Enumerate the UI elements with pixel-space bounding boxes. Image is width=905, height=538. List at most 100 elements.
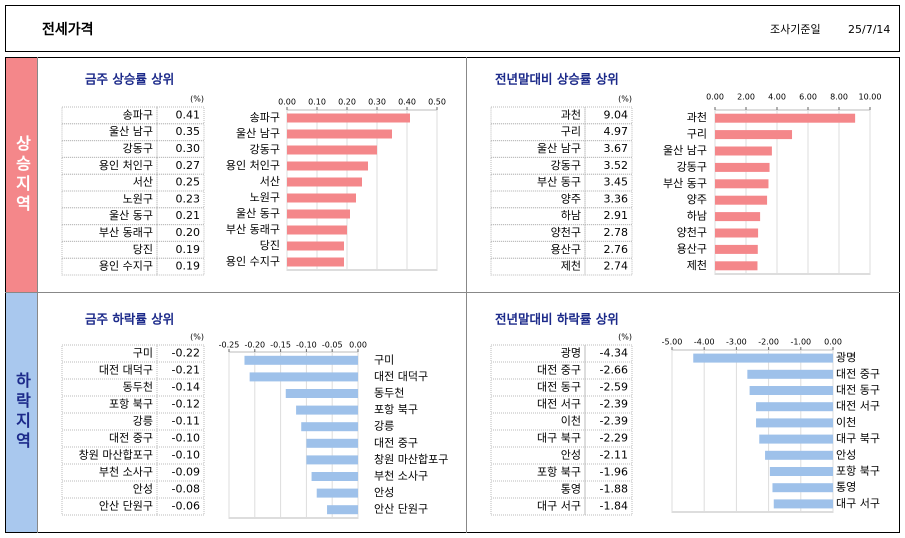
category-label: 강동구 — [250, 143, 280, 156]
table-value: 3.45 — [604, 176, 629, 189]
x-tick-label: -0.25 — [219, 341, 240, 350]
bar — [287, 129, 392, 139]
bar — [287, 193, 356, 203]
table-value: -4.34 — [600, 347, 628, 360]
table-name: 대전 중구 — [109, 432, 153, 445]
bar — [693, 353, 833, 363]
x-tick-label: 0.00 — [349, 341, 367, 350]
table-name: 제천 — [561, 259, 581, 273]
table-value: 3.36 — [604, 192, 629, 205]
section-label: 상승지역 — [13, 135, 32, 215]
table-cell — [490, 173, 586, 192]
table-value: 0.23 — [176, 192, 201, 205]
table-name: 울산 동구 — [109, 209, 153, 222]
header-box — [5, 5, 900, 52]
table-name: 대전 서구 — [537, 398, 581, 411]
bar — [296, 405, 358, 415]
table-name: 동두천 — [123, 380, 153, 394]
bar — [715, 228, 759, 238]
table-name: 부산 동래구 — [99, 226, 153, 239]
bar — [756, 402, 833, 412]
table-cell — [490, 497, 586, 516]
bar — [327, 505, 358, 515]
x-tick-label: 8.00 — [830, 93, 848, 102]
table-name: 강릉 — [133, 415, 153, 428]
table-value: 2.76 — [604, 243, 629, 256]
table-name: 안성 — [561, 449, 581, 462]
category-label: 부산 동래구 — [226, 223, 280, 236]
table-name: 용산구 — [551, 243, 581, 256]
table-value: -0.12 — [172, 398, 200, 411]
unit: (%) — [618, 333, 632, 342]
x-tick-label: 4.00 — [768, 93, 786, 102]
category-label: 광명 — [836, 351, 856, 364]
category-label: 노원구 — [250, 191, 280, 204]
table-name: 양주 — [561, 192, 581, 205]
bar — [311, 472, 358, 481]
table-name: 대전 중구 — [537, 364, 581, 377]
category-label: 대전 동구 — [836, 384, 880, 397]
category-label: 양주 — [687, 193, 707, 206]
table-value: -0.22 — [172, 347, 200, 360]
table-name: 광명 — [561, 347, 581, 360]
x-tick-label: -0.05 — [322, 341, 343, 350]
table-value: 0.25 — [176, 176, 201, 189]
panel-title: 금주 하락률 상위 — [85, 312, 174, 327]
table-value: -2.66 — [600, 364, 628, 377]
bar — [765, 450, 833, 460]
table-value: 0.20 — [176, 226, 201, 239]
table-cell — [490, 207, 586, 226]
x-tick-label: -4.00 — [694, 338, 715, 347]
category-label: 울산 남구 — [663, 144, 707, 157]
table-value: -0.10 — [172, 449, 200, 462]
table-name: 울산 남구 — [537, 142, 581, 155]
table-value: -2.11 — [600, 449, 628, 462]
x-tick-label: 0.20 — [338, 98, 356, 107]
table-name: 당진 — [133, 243, 153, 256]
table-value: 2.74 — [604, 260, 629, 273]
bar — [772, 483, 833, 493]
table-name: 노원구 — [123, 192, 153, 205]
table-name: 포항 북구 — [109, 398, 153, 411]
table-value: 0.30 — [176, 142, 201, 155]
table-name: 송파구 — [123, 108, 153, 121]
category-label: 대전 중구 — [836, 367, 880, 380]
x-tick-label: 0.00 — [706, 93, 724, 102]
category-label: 용산구 — [677, 242, 707, 255]
table-value: -0.08 — [172, 483, 200, 496]
category-label: 서산 — [260, 175, 280, 188]
bar — [287, 161, 368, 171]
category-label: 과천 — [687, 110, 707, 124]
table-name: 대구 서구 — [537, 500, 581, 513]
table-value: -0.06 — [172, 500, 200, 513]
x-tick-label: 0.10 — [308, 98, 326, 107]
table-cell — [490, 240, 586, 259]
category-label: 대전 서구 — [836, 400, 880, 413]
table-value: 4.97 — [604, 125, 629, 138]
x-tick-label: 0.30 — [368, 98, 386, 107]
category-label: 부천 소사구 — [374, 469, 428, 483]
category-label: 강릉 — [374, 420, 394, 433]
table-name: 하남 — [561, 208, 581, 222]
x-tick-label: 10.00 — [859, 93, 882, 102]
bar — [249, 372, 358, 382]
table-value: 0.21 — [176, 209, 201, 222]
bar — [756, 418, 833, 428]
table-name: 과천 — [561, 107, 581, 121]
main-box — [5, 57, 900, 533]
category-label: 울산 남구 — [236, 127, 280, 140]
category-label: 포항 북구 — [836, 465, 880, 478]
category-label: 부산 동구 — [663, 177, 707, 190]
panel-title: 전년말대비 하락률 상위 — [495, 312, 619, 327]
table-value: -1.84 — [600, 500, 628, 513]
table-cell — [490, 190, 586, 209]
category-label: 구리 — [687, 128, 707, 141]
panel-title: 전년말대비 상승률 상위 — [495, 72, 619, 87]
bar — [316, 488, 358, 498]
x-tick-label: 0.50 — [428, 98, 446, 107]
bar — [306, 438, 358, 448]
bar — [747, 369, 833, 379]
table-value: 3.52 — [604, 159, 629, 172]
table-value: -0.21 — [172, 364, 200, 377]
bar — [287, 225, 347, 235]
